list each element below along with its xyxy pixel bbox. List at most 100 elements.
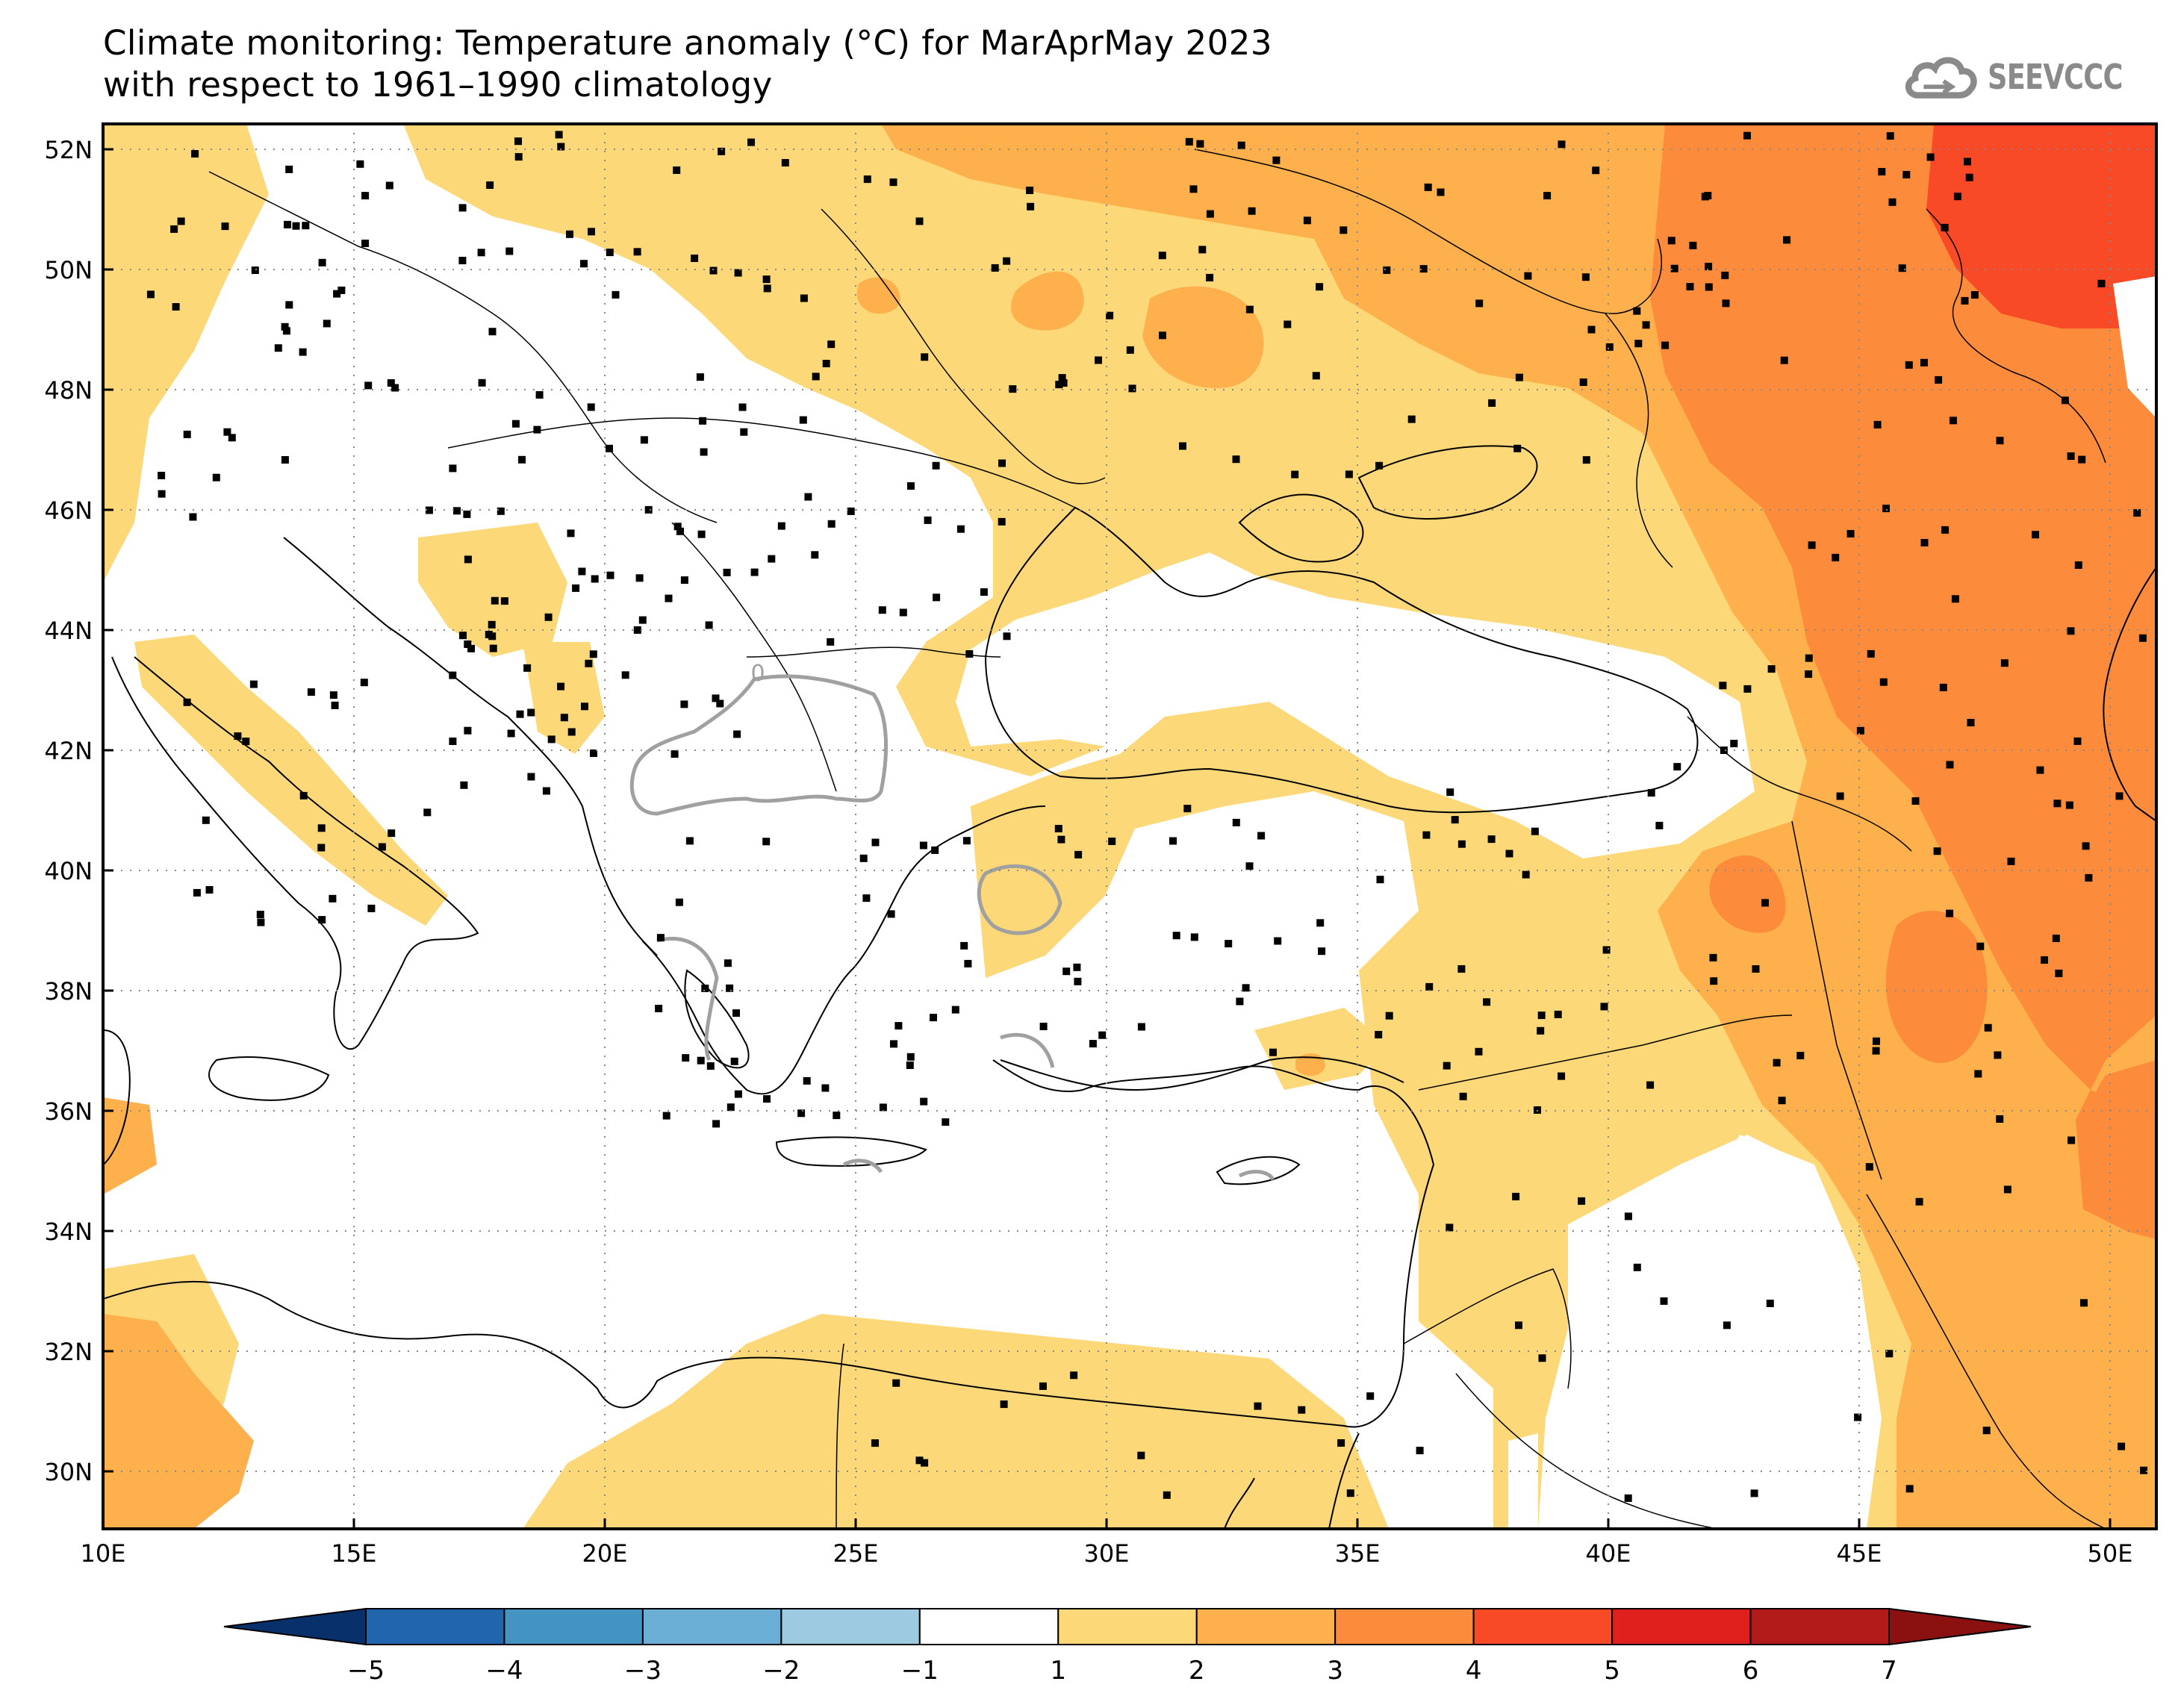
station-marker <box>281 322 289 331</box>
station-marker <box>1487 835 1496 844</box>
station-marker <box>1994 1051 2002 1059</box>
station-marker <box>1967 719 1975 726</box>
station-marker <box>1459 1092 1467 1100</box>
station-marker <box>1974 1070 1982 1078</box>
colorbar-swatch <box>1472 1608 1614 1645</box>
station-marker <box>464 555 472 564</box>
station-marker <box>1446 1224 1454 1232</box>
station-marker <box>887 910 895 918</box>
colorbar-label: 7 <box>1881 1656 1897 1686</box>
station-marker <box>1581 273 1590 281</box>
station-marker <box>1316 283 1324 291</box>
station-marker <box>1670 264 1678 272</box>
station-marker <box>1515 1321 1522 1330</box>
station-marker <box>640 436 648 444</box>
station-marker <box>486 181 494 189</box>
latitude-labels: 52N 50N 48N 46N 44N 42N 40N 38N 36N 34N 32N 30N <box>44 136 93 1486</box>
colorbar-swatch <box>780 1608 921 1645</box>
station-marker <box>177 217 185 225</box>
station-marker <box>1483 998 1491 1006</box>
station-marker <box>2115 792 2123 800</box>
station-marker <box>1537 1012 1546 1020</box>
station-marker <box>282 327 290 335</box>
station-marker <box>212 473 220 481</box>
station-marker <box>2082 842 2090 850</box>
station-marker <box>1137 1451 1145 1459</box>
station-marker <box>675 898 683 906</box>
station-marker <box>606 571 614 579</box>
lon-label: 40E <box>1586 1539 1631 1568</box>
station-marker <box>1055 381 1063 389</box>
station-marker <box>1882 505 1890 513</box>
station-marker <box>329 894 337 903</box>
station-marker <box>1206 210 1214 218</box>
station-marker <box>919 841 927 850</box>
lat-label: 34N <box>44 1218 93 1246</box>
station-marker <box>274 344 282 352</box>
station-marker <box>205 886 214 894</box>
station-marker <box>1767 665 1776 673</box>
station-marker <box>1743 131 1751 140</box>
station-marker <box>1179 442 1186 450</box>
lat-label: 36N <box>44 1097 93 1126</box>
station-marker <box>221 222 229 231</box>
station-marker <box>467 644 475 652</box>
station-marker <box>191 150 199 158</box>
station-marker <box>1237 141 1245 149</box>
station-marker <box>523 664 532 672</box>
station-marker <box>1719 682 1727 690</box>
anomaly-3-4-region <box>1650 124 2156 1239</box>
station-marker <box>699 417 707 425</box>
station-marker <box>489 644 497 652</box>
station-marker <box>1647 789 1655 797</box>
station-marker <box>1867 649 1875 658</box>
station-marker <box>644 505 653 514</box>
station-marker <box>256 911 264 918</box>
station-marker <box>1269 1048 1277 1056</box>
station-marker <box>1039 1023 1048 1030</box>
station-marker <box>878 606 886 614</box>
station-marker <box>1312 372 1320 380</box>
station-marker <box>1089 1040 1097 1048</box>
station-marker <box>612 290 620 299</box>
station-marker <box>932 461 940 470</box>
station-marker <box>2097 279 2106 287</box>
station-marker <box>811 551 819 559</box>
station-marker <box>491 596 499 605</box>
station-marker <box>485 631 493 638</box>
station-marker <box>1512 1192 1520 1200</box>
station-marker <box>1189 185 1198 193</box>
station-marker <box>1709 953 1717 961</box>
lon-label: 10E <box>81 1539 126 1568</box>
station-marker <box>1039 1382 1047 1390</box>
station-marker <box>697 530 706 538</box>
lat-label: 46N <box>44 496 93 525</box>
station-marker <box>1558 140 1566 149</box>
station-marker <box>1878 168 1886 175</box>
station-marker <box>822 360 830 367</box>
station-marker <box>1385 1012 1393 1020</box>
station-marker <box>1060 379 1068 387</box>
station-marker <box>1602 946 1611 954</box>
station-marker <box>560 714 568 722</box>
colorbar-label: 6 <box>1743 1656 1759 1686</box>
station-marker <box>1689 241 1697 249</box>
station-marker <box>307 688 315 696</box>
station-marker <box>799 416 807 424</box>
station-marker <box>762 838 771 846</box>
station-marker <box>1624 1212 1632 1221</box>
station-marker <box>514 137 522 146</box>
station-marker <box>960 941 968 950</box>
station-marker <box>1886 132 1894 140</box>
lon-label: 20E <box>582 1539 628 1568</box>
station-marker <box>718 147 726 155</box>
station-marker <box>1905 1485 1914 1493</box>
station-marker <box>712 1120 721 1128</box>
station-marker <box>1291 470 1299 479</box>
station-marker <box>1911 797 1920 805</box>
station-marker <box>1939 683 1947 691</box>
station-marker <box>827 520 836 528</box>
station-marker <box>656 934 665 942</box>
station-marker <box>712 694 720 702</box>
station-marker <box>488 328 497 336</box>
